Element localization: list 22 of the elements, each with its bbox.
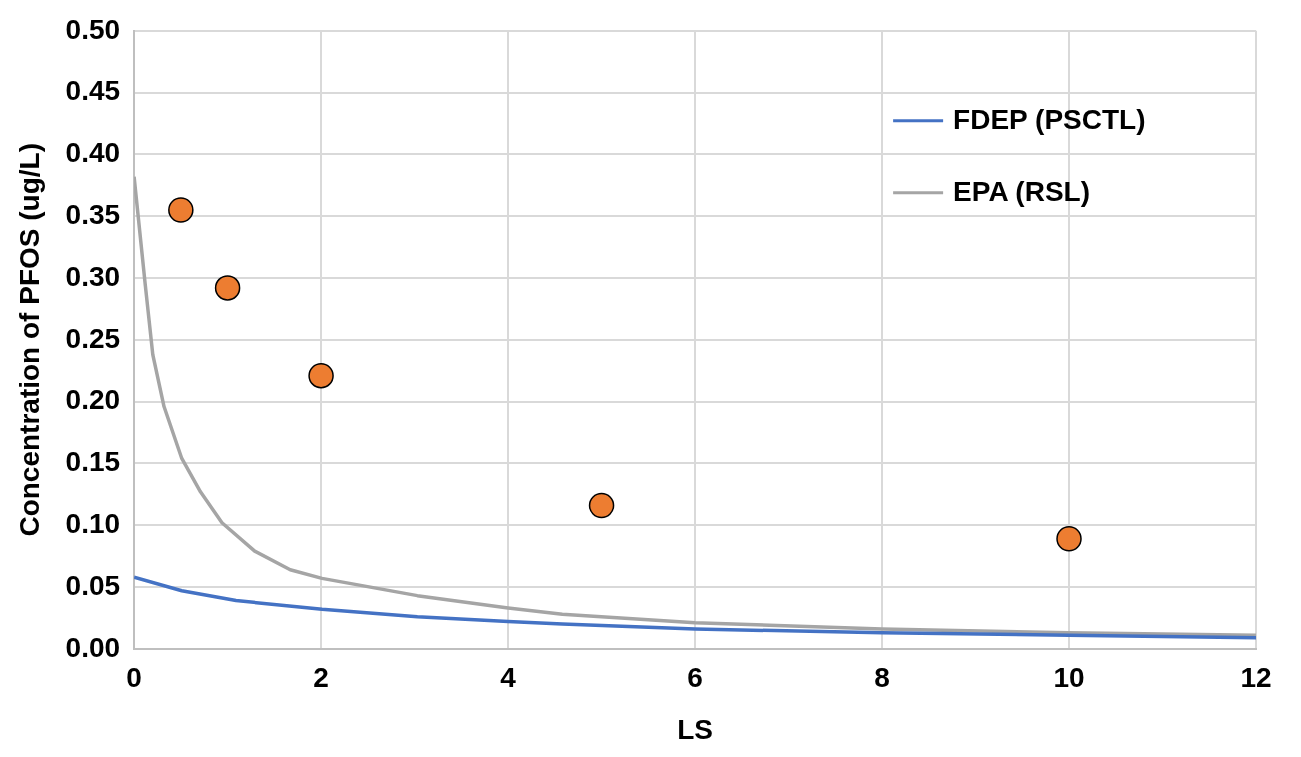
- legend-label: EPA (RSL): [953, 175, 1091, 207]
- y-tick-label: 0.10: [65, 507, 121, 539]
- x-tick-label: 8: [874, 662, 890, 694]
- y-tick-label: 0.35: [65, 198, 121, 230]
- y-tick-label: 0.20: [65, 384, 121, 416]
- y-tick-label: 0.25: [65, 322, 121, 354]
- y-tick-label: 0.50: [65, 13, 121, 45]
- x-tick-label: 0: [126, 662, 142, 694]
- x-axis-title: LS: [677, 713, 713, 745]
- y-tick-label: 0.40: [65, 137, 121, 169]
- y-tick-label: 0.15: [65, 446, 121, 478]
- y-tick-label: 0.05: [65, 569, 121, 601]
- y-axis-title: Concentration of PFOS (ug/L): [13, 143, 45, 537]
- x-tick-label: 12: [1240, 662, 1272, 694]
- legend-label: FDEP (PSCTL): [953, 103, 1146, 135]
- y-tick-label: 0.30: [65, 260, 121, 292]
- y-tick-label: 0.45: [65, 75, 121, 107]
- x-tick-label: 6: [687, 662, 703, 694]
- x-tick-label: 2: [313, 662, 329, 694]
- x-tick-label: 10: [1053, 662, 1085, 694]
- x-tick-label: 4: [500, 662, 517, 694]
- y-tick-label: 0.00: [65, 631, 121, 663]
